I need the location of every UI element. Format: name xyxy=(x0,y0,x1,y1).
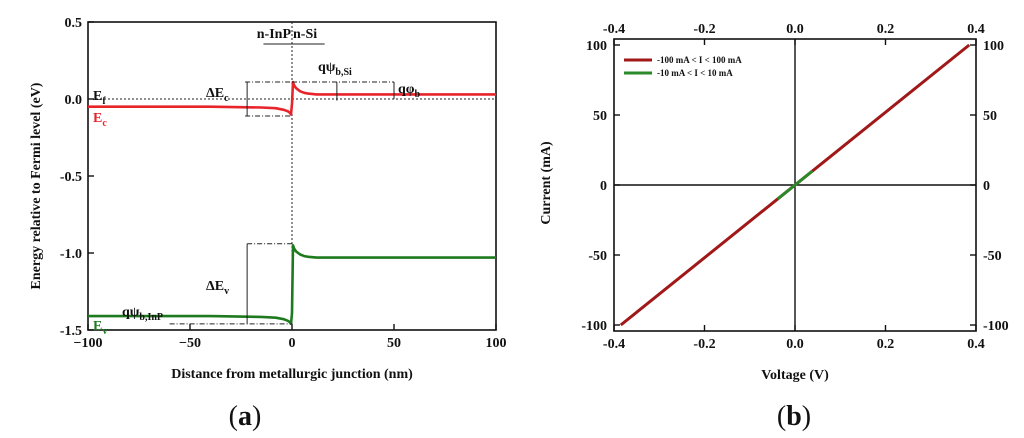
y-tick-label-left: 100 xyxy=(586,39,607,54)
panel-b-series xyxy=(619,43,971,327)
panel-a-label: (a) xyxy=(229,401,262,432)
x-tick-label-bottom: 0.2 xyxy=(877,337,895,352)
x-tick-label-top: 0.2 xyxy=(877,22,895,37)
x-tick-label-bottom: -0.4 xyxy=(603,337,625,352)
panel-b-xlabel: Voltage (V) xyxy=(761,368,829,383)
x-tick-label-top: 0.0 xyxy=(786,22,804,37)
legend-label-1: -10 mA < I < 10 mA xyxy=(657,68,733,78)
qphi-label: qφb xyxy=(398,82,421,100)
panel-b-ylabel: Current (mA) xyxy=(539,141,554,225)
ev-label: Ev xyxy=(93,319,107,337)
dEv-label: ΔEv xyxy=(206,279,229,297)
junction-right-label: n-Si xyxy=(293,27,317,42)
y-tick-label: -1.0 xyxy=(60,247,82,262)
y-tick-label-right: -100 xyxy=(983,319,1009,334)
panel-b-ticks: -0.4 -0.4 -0.2 -0.2 0.0 0.0 0.2 0.2 0.4 0.4 100 100… xyxy=(581,22,1008,352)
panel-a-band-diagram: −100 −50 0 50 100 0.5 0.0 -0.5 -1.0 -1.5 ΔEc ΔEv qψ… xyxy=(29,16,507,432)
y-tick-label-right: -50 xyxy=(983,249,1002,264)
y-tick-label-left: -50 xyxy=(588,249,607,264)
x-tick-label-bottom: 0.4 xyxy=(967,337,985,352)
panel-b-legend: -100 mA < I < 100 mA -10 mA < I < 10 mA xyxy=(624,55,742,78)
panel-a-xlabel: Distance from metallurgic junction (nm) xyxy=(171,367,413,382)
dEc-label: ΔEc xyxy=(206,86,229,104)
x-tick-label-top: -0.2 xyxy=(693,22,715,37)
y-tick-label-right: 50 xyxy=(983,109,997,124)
panel-a-annotations: ΔEc ΔEv qψb,Si qφb qψb,InP Ef Ec Ev n-InP n-Si xyxy=(93,27,421,337)
x-tick-label-top: 0.4 xyxy=(967,22,985,37)
qpsi-si-label: qψb,Si xyxy=(318,60,352,78)
series-line-ec xyxy=(88,80,496,116)
junction-left-label: n-InP xyxy=(257,27,292,42)
y-tick-label-right: 0 xyxy=(983,179,990,194)
y-tick-label-right: 100 xyxy=(983,39,1004,54)
iv-series-line-1 xyxy=(776,169,814,201)
y-tick-label: -0.5 xyxy=(60,170,82,185)
y-tick-label: 0.0 xyxy=(65,93,83,108)
x-tick-label-bottom: -0.2 xyxy=(693,337,715,352)
x-tick-label: 100 xyxy=(486,336,507,351)
x-tick-label: −100 xyxy=(74,336,103,351)
y-tick-label-left: 0 xyxy=(600,179,607,194)
panel-b-label: (b) xyxy=(777,401,811,432)
y-tick-label: 0.5 xyxy=(65,16,83,31)
legend-label-0: -100 mA < I < 100 mA xyxy=(657,55,742,65)
y-tick-label-left: 50 xyxy=(593,109,607,124)
x-tick-label: 50 xyxy=(387,336,401,351)
ec-label: Ec xyxy=(93,111,107,129)
panel-b-iv-curve: -0.4 -0.4 -0.2 -0.2 0.0 0.0 0.2 0.2 0.4 0.4 100 100… xyxy=(539,22,1009,432)
x-tick-label-top: -0.4 xyxy=(603,22,625,37)
series-line-ev xyxy=(88,244,496,326)
panel-a-ticks: −100 −50 0 50 100 0.5 0.0 -0.5 -1.0 -1.5 xyxy=(60,16,507,351)
x-tick-label: −50 xyxy=(179,336,201,351)
panel-a-ylabel: Energy relative to Fermi level (eV) xyxy=(29,82,44,289)
ef-label: Ef xyxy=(93,89,106,107)
x-tick-label-bottom: 0.0 xyxy=(786,337,804,352)
y-tick-label-left: -100 xyxy=(581,319,607,334)
y-tick-label: -1.5 xyxy=(60,324,82,339)
x-tick-label: 0 xyxy=(289,336,296,351)
qpsi-inp-label: qψb,InP xyxy=(122,305,163,323)
